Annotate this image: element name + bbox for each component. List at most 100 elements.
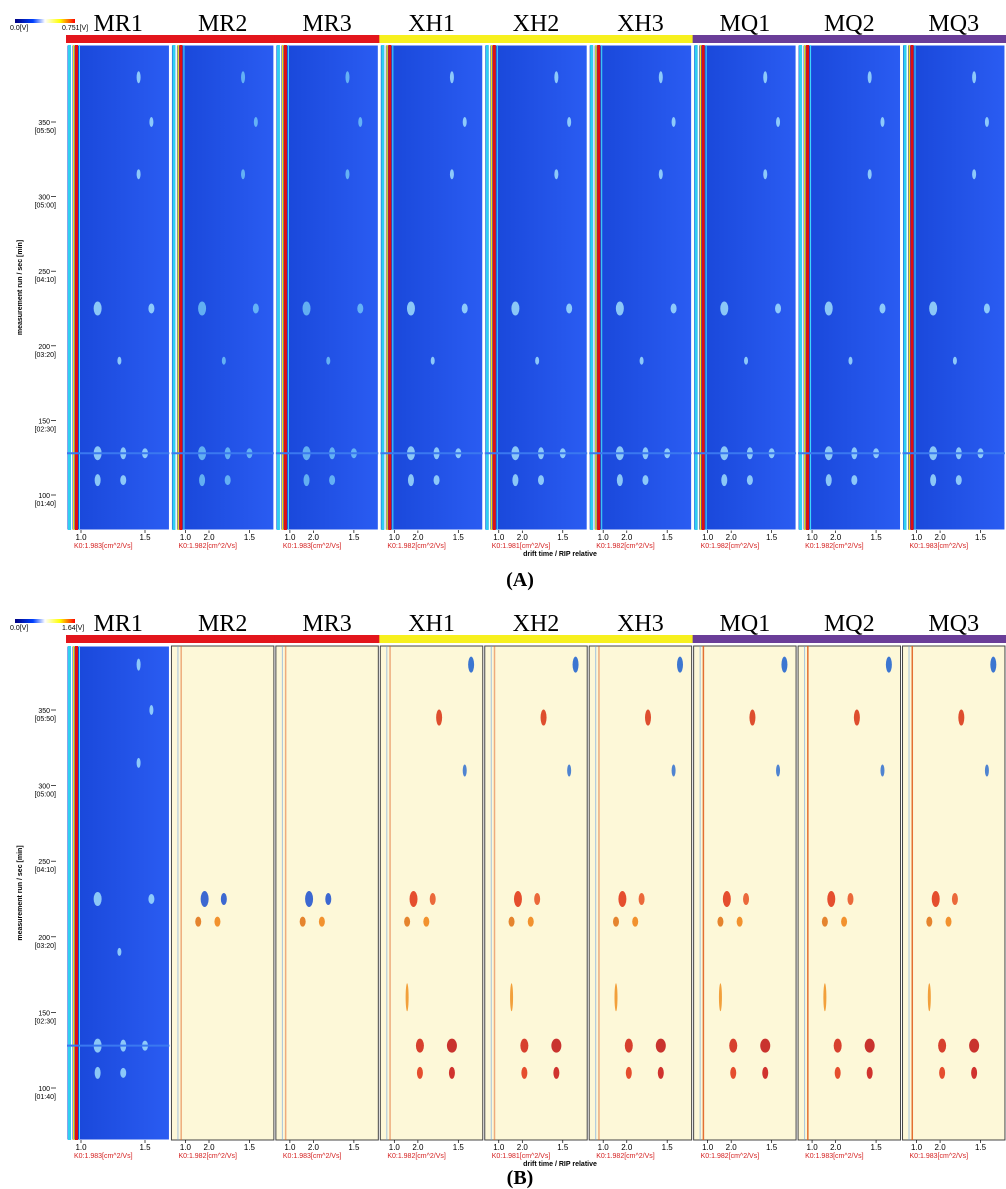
colorbar: [15, 19, 75, 23]
x-tick-label: 1.0: [807, 1143, 819, 1152]
spot: [939, 1067, 945, 1079]
spot: [747, 475, 753, 485]
y-tick-label: 100: [38, 493, 50, 500]
heatmap-bg: [380, 45, 482, 530]
x-tick-label: 1.5: [139, 533, 151, 542]
spot: [567, 764, 571, 776]
sample-name: MR2: [198, 11, 247, 37]
group-bar: [379, 35, 484, 43]
sample-name: MR1: [94, 611, 143, 637]
y-tick-time: [05:00]: [35, 203, 56, 210]
x-tick-label: 1.0: [284, 1143, 296, 1152]
spot: [956, 475, 962, 485]
rip-band: [175, 45, 177, 530]
y-tick-time: [02:30]: [35, 1018, 56, 1025]
spot: [254, 117, 258, 127]
sample-name: XH1: [408, 11, 455, 37]
rip-band: [73, 45, 75, 530]
rip-band: [486, 45, 489, 530]
y-axis-title: measurement run / sec [min]: [17, 845, 24, 940]
spot: [865, 1039, 875, 1053]
group-bar: [693, 35, 798, 43]
spot: [642, 475, 648, 485]
x-tick-label: 1.0: [284, 533, 296, 542]
rip-band: [493, 45, 496, 530]
rip-band: [180, 646, 182, 1140]
spot: [972, 169, 976, 179]
spot: [509, 917, 515, 927]
spot: [781, 657, 787, 673]
sample-name: MQ3: [928, 11, 979, 37]
spot: [449, 1067, 455, 1079]
spot: [120, 1068, 126, 1078]
spot: [822, 917, 828, 927]
y-tick-time: [03:20]: [35, 943, 56, 950]
spot: [775, 304, 781, 314]
spot: [854, 710, 860, 726]
x-tick-label: 1.5: [244, 1143, 256, 1152]
spot: [737, 917, 743, 927]
rip-band: [695, 45, 698, 530]
heatmap-bg: [903, 646, 1005, 1140]
x-tick-label: 1.5: [453, 1143, 465, 1152]
spot: [554, 71, 558, 83]
rip-band: [909, 45, 911, 530]
sample-name: XH2: [513, 611, 560, 637]
y-axis-title: measurement run / sec [min]: [17, 240, 24, 335]
group-bar: [693, 635, 798, 643]
rip-band: [381, 45, 384, 530]
spot: [241, 71, 245, 83]
rip-band: [384, 45, 386, 530]
rip-band: [595, 646, 596, 1140]
spot: [946, 917, 952, 927]
k0-label: K0:1.983[cm^2/Vs]: [910, 1153, 969, 1160]
spot: [149, 705, 153, 715]
spot: [201, 891, 209, 907]
rip-band: [799, 45, 802, 530]
k0-label: K0:1.982[cm^2/Vs]: [178, 1153, 237, 1160]
spot: [434, 475, 440, 485]
x-tick-label: 1.5: [557, 1143, 569, 1152]
k0-label: K0:1.982[cm^2/Vs]: [701, 543, 760, 550]
rip-band: [79, 646, 80, 1140]
figure: 0.0[V]0.751[V]measurement run / sec [min…: [0, 0, 1006, 1189]
spot: [677, 657, 683, 673]
x-tick-label: 1.0: [493, 533, 505, 542]
spot: [835, 1067, 841, 1079]
x-axis-title: drift time / RIP relative: [523, 551, 597, 558]
rip-band: [593, 45, 595, 530]
x-tick-label: 2.0: [412, 533, 424, 542]
panel: 0.0[V]0.751[V]measurement run / sec [min…: [10, 11, 1006, 591]
rip-band: [702, 45, 705, 530]
y-tick-time: [05:00]: [35, 792, 56, 799]
spot: [566, 304, 572, 314]
x-tick-label: 1.5: [453, 533, 465, 542]
x-tick-label: 1.0: [75, 533, 87, 542]
y-tick-time: [05:50]: [35, 716, 56, 723]
y-tick-time: [02:30]: [35, 426, 56, 433]
spot: [625, 1039, 633, 1053]
y-tick-time: [04:10]: [35, 867, 56, 874]
spot: [639, 893, 645, 905]
colorbar-min: 0.0[V]: [10, 25, 28, 32]
group-bar: [902, 635, 1006, 643]
spot: [760, 1039, 770, 1053]
spot: [984, 304, 990, 314]
k0-label: K0:1.982[cm^2/Vs]: [387, 1153, 446, 1160]
rip-band: [177, 646, 178, 1140]
spot: [969, 1039, 979, 1053]
spot: [149, 117, 153, 127]
spot: [535, 357, 539, 365]
spot: [221, 893, 227, 905]
colorbar-min: 0.0[V]: [10, 625, 28, 632]
k0-label: K0:1.983[cm^2/Vs]: [283, 543, 342, 550]
k0-label: K0:1.982[cm^2/Vs]: [387, 543, 446, 550]
heatmap-bg: [589, 45, 691, 530]
spot: [436, 710, 442, 726]
heatmap-bg: [485, 646, 587, 1140]
rip-band: [912, 646, 914, 1140]
rip-band: [68, 646, 71, 1140]
k0-label: K0:1.983[cm^2/Vs]: [283, 1153, 342, 1160]
x-tick-label: 1.5: [975, 1143, 987, 1152]
spot: [851, 475, 857, 485]
